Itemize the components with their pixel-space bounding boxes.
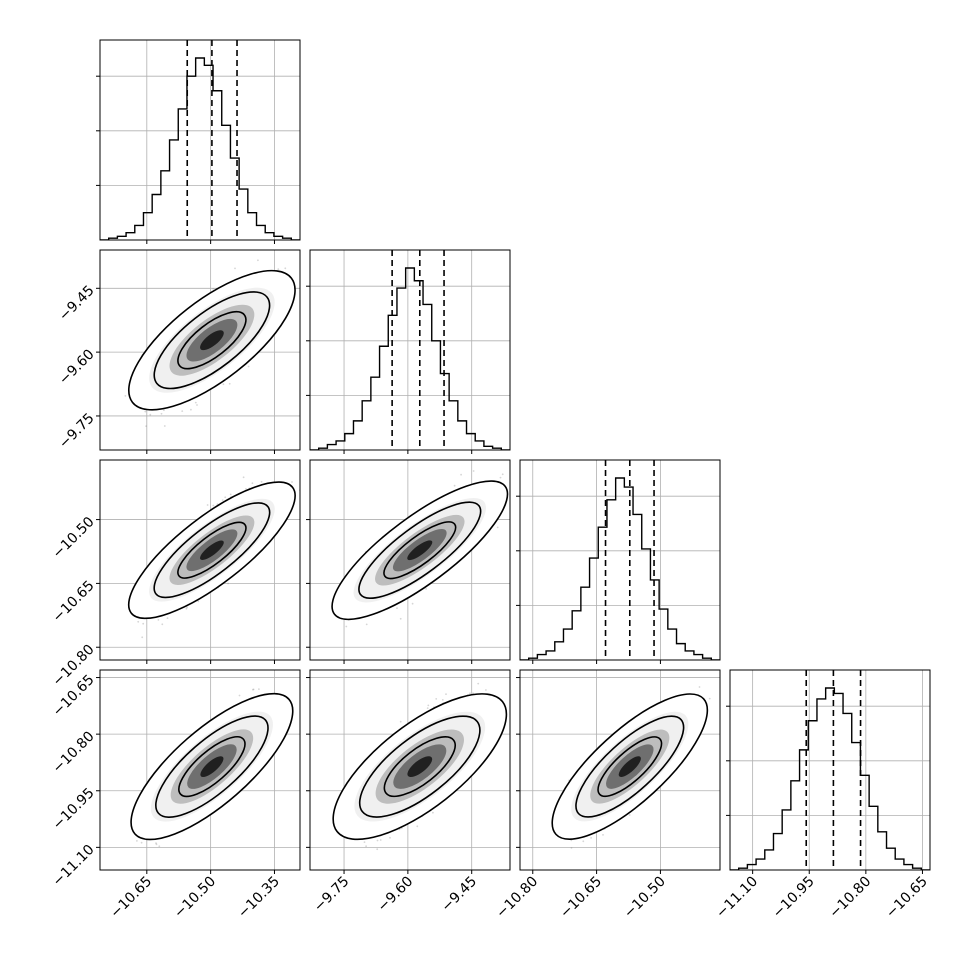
density-fill xyxy=(407,540,433,561)
contour-line xyxy=(153,502,271,599)
sample-point xyxy=(186,606,189,609)
sample-point xyxy=(277,268,280,270)
panel-frame xyxy=(309,459,511,661)
sample-point xyxy=(158,845,161,848)
histogram-step xyxy=(520,477,720,660)
sample-point xyxy=(284,267,287,270)
contour-line xyxy=(358,501,482,600)
sample-point xyxy=(163,425,166,427)
histogram-panel-2 xyxy=(516,459,721,664)
sample-point xyxy=(472,470,475,472)
sample-point xyxy=(252,688,254,691)
sample-point xyxy=(160,412,163,415)
sample-point xyxy=(291,481,293,483)
sample-point xyxy=(222,383,225,386)
contour-line xyxy=(383,521,457,580)
sample-point xyxy=(501,473,504,476)
panel-frame xyxy=(99,39,301,241)
sample-point xyxy=(242,476,245,479)
sample-point xyxy=(245,488,247,490)
y-tick-label: −10.65 xyxy=(50,578,98,626)
histogram-panel-1 xyxy=(306,249,511,454)
sample-point xyxy=(221,499,224,501)
sample-point xyxy=(144,410,147,413)
density-panel-3-0: −11.10−10.95−10.80−10.65−10.65 −10.50 −10.… xyxy=(50,669,301,921)
sample-point xyxy=(212,287,215,290)
sample-point xyxy=(212,504,215,507)
sample-point xyxy=(181,410,184,412)
histogram-panel-0 xyxy=(96,39,301,244)
histogram-step xyxy=(100,57,300,240)
panel-frame xyxy=(99,459,301,661)
sample-point xyxy=(196,404,198,406)
sample-point xyxy=(399,617,402,620)
sample-point xyxy=(142,622,145,625)
sample-point xyxy=(229,493,232,496)
contour-line xyxy=(177,311,247,370)
contour-line xyxy=(153,291,271,390)
sample-point xyxy=(365,623,368,626)
y-tick-label: −10.50 xyxy=(50,514,98,562)
sample-point xyxy=(166,617,169,619)
density-panel-2-1 xyxy=(306,459,511,664)
sample-point xyxy=(163,409,165,412)
density-fill xyxy=(200,330,224,351)
sample-point xyxy=(190,408,192,411)
sample-point xyxy=(257,259,259,262)
sample-point xyxy=(155,843,158,846)
y-tick-label: −9.75 xyxy=(56,410,98,452)
sample-point xyxy=(425,588,427,590)
sample-point xyxy=(396,607,398,609)
contour-line xyxy=(127,269,296,411)
density-panel-1-0: −9.75 −9.60 −9.45 xyxy=(56,249,301,454)
density-panel-2-0: −10.80−10.65−10.50 xyxy=(50,459,301,690)
sample-point xyxy=(247,365,250,368)
sample-point xyxy=(141,636,144,639)
panel-frame xyxy=(519,459,721,661)
sample-point xyxy=(238,694,241,697)
sample-point xyxy=(234,267,236,270)
sample-point xyxy=(411,602,414,605)
sample-point xyxy=(224,496,227,499)
contour-line xyxy=(331,480,509,621)
sample-point xyxy=(460,473,462,476)
sample-point xyxy=(157,619,160,621)
contour-line xyxy=(127,481,296,620)
sample-point xyxy=(252,688,255,691)
sample-point xyxy=(227,582,230,585)
sample-point xyxy=(228,382,231,385)
sample-point xyxy=(197,600,200,603)
sample-point xyxy=(136,840,138,842)
sample-point xyxy=(206,504,209,506)
sample-point xyxy=(194,401,197,404)
sample-point xyxy=(140,841,143,844)
panel-frame xyxy=(309,249,511,451)
sample-point xyxy=(499,476,502,479)
y-tick-label: −9.45 xyxy=(56,283,98,325)
y-tick-label: −9.60 xyxy=(56,346,98,388)
sample-point xyxy=(496,526,499,529)
sample-point xyxy=(161,623,164,626)
sample-point xyxy=(145,425,148,427)
sample-point xyxy=(251,482,254,485)
histogram-step xyxy=(310,267,510,450)
sample-point xyxy=(124,395,127,397)
density-fill xyxy=(200,540,224,560)
contour-line xyxy=(177,521,247,579)
panel-frame xyxy=(99,249,301,451)
sample-point xyxy=(260,480,263,483)
sample-point xyxy=(149,413,152,416)
sample-point xyxy=(453,484,456,487)
sample-point xyxy=(345,625,348,628)
sample-point xyxy=(137,620,140,623)
sample-point xyxy=(185,607,188,610)
